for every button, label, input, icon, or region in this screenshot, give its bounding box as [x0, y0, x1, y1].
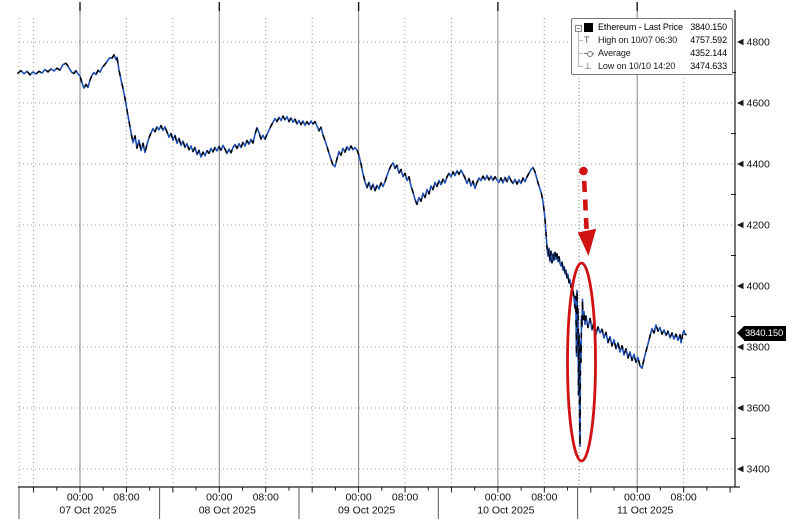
time-tick-label: 00:00	[485, 492, 511, 504]
time-tick-label: 08:00	[253, 492, 279, 504]
time-tick-label: 08:00	[670, 492, 696, 504]
crash-ellipse-annotation	[566, 261, 597, 463]
legend-label: High on 10/07 06:30	[598, 35, 678, 46]
legend-label: Average	[598, 48, 631, 59]
legend-label: Low on 10/10 14:20	[598, 61, 676, 72]
average-marker-icon	[584, 49, 598, 58]
price-tick-label: 4400	[747, 159, 771, 171]
date-label: 07 Oct 2025	[59, 505, 116, 517]
axis-arrow-icon	[737, 404, 744, 412]
low-marker-icon: ⊥	[584, 60, 592, 71]
axis-arrow-icon	[737, 221, 744, 229]
legend-tree-line	[578, 40, 583, 41]
time-tick-label: 08:00	[531, 492, 557, 504]
legend-tree-line	[578, 53, 583, 54]
series-swatch-icon	[584, 22, 598, 32]
time-tick-label: 08:00	[113, 492, 139, 504]
crash-arrow-annotation	[577, 166, 597, 256]
legend-value: 4352.144	[690, 48, 727, 59]
time-tick-label: 08:00	[392, 492, 418, 504]
last-price-value: 3840.150	[745, 328, 784, 339]
last-price-badge: 3840.150	[736, 326, 787, 341]
x-axis-ticks	[18, 487, 731, 519]
price-tick-label: 4000	[747, 281, 771, 293]
legend-value: 3840.150	[690, 22, 727, 33]
price-tick-label: 3400	[747, 464, 771, 476]
legend-row-high[interactable]: T High on 10/07 06:30 4757.592	[572, 34, 732, 47]
axis-arrow-icon	[737, 282, 744, 290]
y-axis-labels: 4800 4600 4400 4200 4000 3800 3600 3400	[731, 37, 770, 476]
price-tick-label: 4200	[747, 220, 771, 232]
price-tick-label: 3800	[747, 342, 771, 354]
price-tick-label: 4800	[747, 37, 771, 49]
axis-arrow-icon	[737, 38, 744, 46]
date-label: 10 Oct 2025	[477, 505, 534, 517]
date-label: 09 Oct 2025	[338, 505, 395, 517]
legend-tree-line	[578, 32, 579, 66]
axis-arrow-icon	[737, 465, 744, 473]
legend-value: 3474.633	[690, 61, 727, 72]
legend-box[interactable]: Ethereum - Last Price 3840.150 T High on…	[571, 18, 733, 75]
plot-area[interactable]	[18, 14, 735, 487]
price-tick-label: 3600	[747, 403, 771, 415]
date-label: 11 Oct 2025	[617, 505, 674, 517]
legend-row-average[interactable]: Average 4352.144	[572, 47, 732, 60]
legend-label: Ethereum - Last Price	[598, 22, 683, 33]
ethereum-price-line	[17, 53, 687, 448]
legend-collapse-icon[interactable]	[575, 25, 582, 32]
legend-tree-line	[578, 66, 583, 67]
annotations	[566, 166, 597, 463]
legend-row-last-price[interactable]: Ethereum - Last Price 3840.150	[572, 21, 732, 34]
high-marker-icon: T	[584, 34, 590, 45]
axis-arrow-icon	[737, 160, 744, 168]
legend-value: 4757.592	[690, 35, 727, 46]
axes	[18, 10, 740, 488]
time-tick-label: 00:00	[67, 492, 93, 504]
axis-arrow-icon	[737, 99, 744, 107]
date-label: 08 Oct 2025	[199, 505, 256, 517]
time-tick-label: 00:00	[624, 492, 650, 504]
time-tick-label: 00:00	[206, 492, 232, 504]
price-tick-label: 4600	[747, 98, 771, 110]
time-tick-label: 00:00	[345, 492, 371, 504]
axis-arrow-icon	[737, 343, 744, 351]
legend-row-low[interactable]: ⊥ Low on 10/10 14:20 3474.633	[572, 60, 732, 73]
